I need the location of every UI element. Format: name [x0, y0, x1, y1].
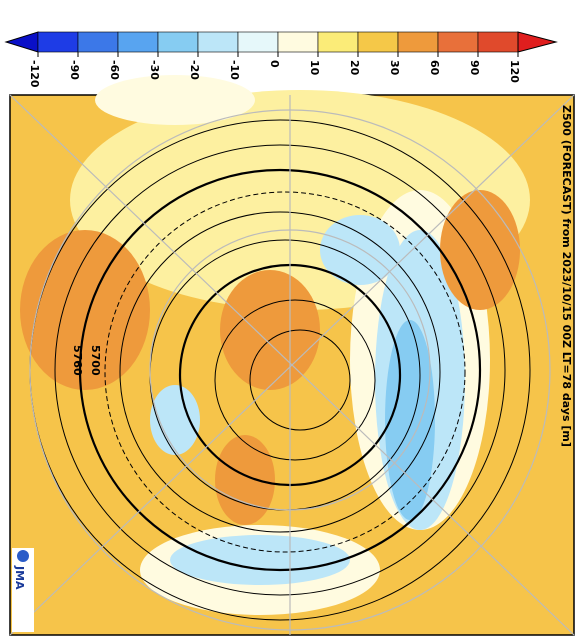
latitude-circle: [29, 109, 551, 631]
colorbar-label: 20: [348, 60, 361, 76]
colorbar-segment: [357, 31, 399, 53]
colorbar-arrow: [4, 31, 39, 53]
contour: [54, 144, 506, 596]
colorbar-label: 10: [308, 60, 321, 76]
colorbar-segment: [317, 31, 359, 53]
colorbar-segment: [237, 31, 279, 53]
anomaly-area: [20, 230, 150, 390]
colorbar-segment: [477, 31, 519, 53]
colorbar-segment: [117, 31, 159, 53]
anomaly-area: [95, 75, 255, 125]
logo-icon: [17, 550, 29, 562]
colorbar-segment: [437, 31, 479, 53]
colorbar-segment: [77, 31, 119, 53]
anomaly-area: [150, 385, 200, 455]
colorbar-segment: [197, 31, 239, 53]
map-title: Z500 (FORECAST) from 2023/10/15 00Z LT=7…: [560, 105, 573, 447]
contour-label: 5760: [71, 345, 84, 376]
contour: [214, 299, 376, 461]
colorbar-label: -10: [228, 60, 241, 80]
colorbar-label: -20: [188, 60, 201, 80]
colorbar-arrow: [517, 31, 558, 53]
colorbar-label: 0: [268, 60, 281, 68]
latitude-circle: [149, 229, 431, 511]
colorbar-segment: [157, 31, 199, 53]
colorbar-label: -30: [148, 60, 161, 80]
colorbar-label: 60: [428, 60, 441, 76]
anomaly-area: [440, 190, 520, 310]
colorbar-label: 30: [388, 60, 401, 76]
contour: [249, 329, 351, 431]
map: 5700 5760 Z500 (FORECAST) from 2023/10/1…: [9, 75, 575, 636]
grid-line: [9, 94, 575, 636]
colorbar-segment: [397, 31, 439, 53]
anomaly-area: [385, 320, 435, 520]
contour: [119, 211, 441, 533]
anomaly-area: [320, 215, 400, 285]
colorbar-segment: [37, 31, 79, 53]
logo: JMA: [13, 565, 26, 590]
contour-label: 5700: [89, 345, 102, 376]
colorbar-label: 90: [468, 60, 481, 76]
logo-box: [12, 548, 34, 632]
contour: [104, 191, 466, 553]
anomaly-area: [215, 435, 275, 525]
colorbar-segment: [277, 31, 319, 53]
colorbar-label: -60: [108, 60, 121, 80]
colorbar-label: -90: [68, 60, 81, 80]
anomaly-area: [170, 535, 350, 585]
colorbar-label: -120: [28, 60, 41, 88]
colorbar-label: 120: [508, 60, 521, 83]
contour: [78, 168, 482, 572]
colorbar: -120 -90 -60 -30 -20 -10 0 10 20 30 60 90 120: [4, 31, 558, 88]
